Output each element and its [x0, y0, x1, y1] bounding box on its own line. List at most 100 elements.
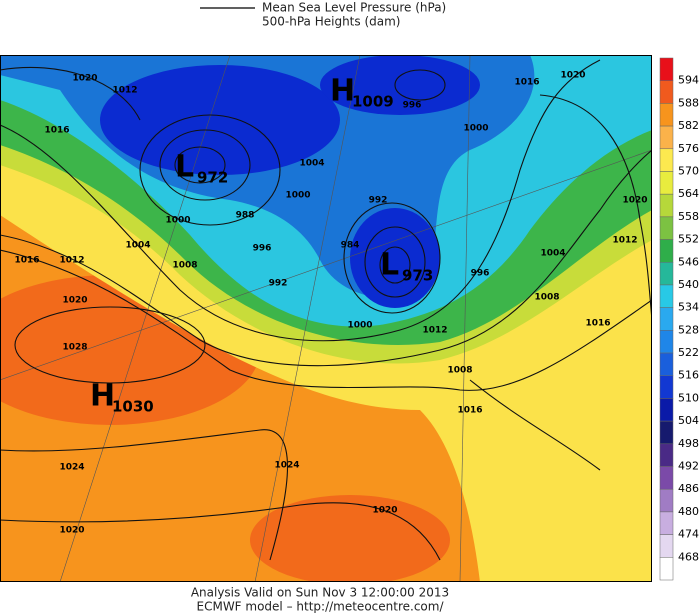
- isobar-label: 996: [253, 244, 272, 254]
- graticule: [254, 55, 361, 582]
- colorbar-box: [659, 352, 674, 376]
- field-dark-blue: [320, 55, 480, 115]
- colorbar-box: [659, 239, 674, 263]
- colorbar-label: 522: [678, 346, 699, 359]
- colorbar-label: 558: [678, 210, 699, 223]
- colorbar-label: 582: [678, 119, 699, 132]
- isobar-label: 1008: [447, 366, 472, 376]
- colorbar-label: 576: [678, 142, 699, 155]
- colorbar-box: [659, 307, 674, 331]
- colorbar-label: 588: [678, 96, 699, 109]
- graticule: [459, 55, 471, 582]
- center-value: 972: [197, 169, 228, 187]
- legend-pressure: Mean Sea Level Pressure (hPa): [262, 1, 446, 15]
- colorbar-label: 498: [678, 437, 699, 450]
- colorbar-box: [659, 330, 674, 354]
- colorbar-label: 528: [678, 323, 699, 336]
- colorbar-box: [659, 466, 674, 490]
- colorbar-label: 486: [678, 482, 699, 495]
- isobar-label: 1020: [72, 74, 97, 84]
- graticule: [0, 149, 652, 381]
- colorbar-box: [659, 443, 674, 467]
- map-field: [0, 55, 652, 582]
- colorbar-box: [659, 103, 674, 127]
- isobar-label: 992: [269, 279, 288, 289]
- colorbar: 594 588 582 576 570 564 558 552 546 540 534 528 522 5…: [659, 57, 699, 581]
- isobar-label: 1012: [422, 326, 447, 336]
- colorbar-label: 540: [678, 278, 699, 291]
- isobar-label: 1008: [534, 293, 559, 303]
- footer-model: ECMWF model – http://meteocentre.com/: [197, 600, 445, 614]
- isobar-label: 1016: [514, 78, 539, 88]
- isobar-label: 1016: [457, 406, 482, 416]
- center-letter: H: [90, 379, 115, 414]
- colorbar-label: 546: [678, 255, 699, 268]
- isobars: [0, 59, 652, 561]
- colorbar-box: [659, 216, 674, 240]
- isobar-label: 988: [236, 211, 255, 221]
- colorbar-box: [659, 80, 674, 104]
- colorbar-label: 504: [678, 414, 699, 427]
- isobar-label: 1004: [299, 159, 324, 169]
- colorbar-label: 594: [678, 74, 699, 87]
- isobar-label: 1016: [14, 256, 39, 266]
- colorbar-label: 510: [678, 391, 699, 404]
- colorbar-label: 552: [678, 233, 699, 246]
- colorbar-label: 492: [678, 460, 699, 473]
- isobar-label: 1020: [372, 506, 397, 516]
- isobar-label: 1020: [62, 296, 87, 306]
- colorbar-label: 564: [678, 187, 699, 200]
- graticule: [59, 55, 231, 582]
- isobar-label: 996: [471, 269, 490, 279]
- isobar-label: 996: [403, 101, 422, 111]
- isobar-label: 1020: [59, 526, 84, 536]
- colorbar-box: [659, 534, 674, 558]
- colorbar-box: [659, 557, 674, 581]
- colorbar-label: 570: [678, 164, 699, 177]
- colorbar-box: [659, 125, 674, 150]
- colorbar-box: [659, 284, 674, 308]
- center-value: 1009: [352, 93, 394, 111]
- colorbar-box: [659, 171, 674, 195]
- isobar-label: 984: [341, 241, 360, 251]
- isobar-label: 1016: [585, 319, 610, 329]
- isobar-label: 1000: [347, 321, 372, 331]
- isobar-label: 992: [369, 196, 388, 206]
- footer-valid: Analysis Valid on Sun Nov 3 12:00:00 201…: [191, 586, 449, 600]
- isobar-label: 1008: [172, 261, 197, 271]
- isobar-label: 1012: [112, 86, 137, 96]
- isobar-label: 1024: [59, 463, 84, 473]
- isobar-label: 1000: [285, 191, 310, 201]
- colorbar-box: [659, 398, 674, 422]
- colorbar-label: 480: [678, 505, 699, 518]
- center-letter: L: [380, 248, 399, 283]
- legend-heights: 500-hPa Heights (dam): [262, 15, 400, 29]
- isobar-label: 1016: [44, 126, 69, 136]
- field-dark-blue: [100, 65, 340, 175]
- isobar-label: 1028: [62, 343, 87, 353]
- colorbar-label: 534: [678, 301, 699, 314]
- isobar-label: 1004: [540, 249, 565, 259]
- isobar-label: 1020: [622, 196, 647, 206]
- colorbar-box: [659, 511, 674, 535]
- colorbar-label: 516: [678, 369, 699, 382]
- colorbar-label: 468: [678, 550, 699, 563]
- field-dark-orange: [250, 495, 450, 582]
- colorbar-box: [659, 148, 674, 172]
- colorbar-label: 474: [678, 528, 699, 541]
- colorbar-box: [659, 488, 674, 513]
- isobar-label: 1000: [165, 216, 190, 226]
- colorbar-box: [659, 262, 674, 286]
- isobar-label: 1024: [274, 461, 299, 471]
- isobar-label: 1004: [125, 241, 150, 251]
- map-frame: [0, 55, 652, 582]
- center-value: 973: [402, 267, 433, 285]
- isobar-label: 1020: [560, 71, 585, 81]
- center-value: 1030: [112, 398, 154, 416]
- isobar-label: 1000: [463, 124, 488, 134]
- map-labels: 1020 1012 1016 1004 1000 1008 1016 1012 1020 1028…: [14, 71, 647, 536]
- colorbar-box: [659, 57, 674, 81]
- isobar-label: 1012: [612, 236, 637, 246]
